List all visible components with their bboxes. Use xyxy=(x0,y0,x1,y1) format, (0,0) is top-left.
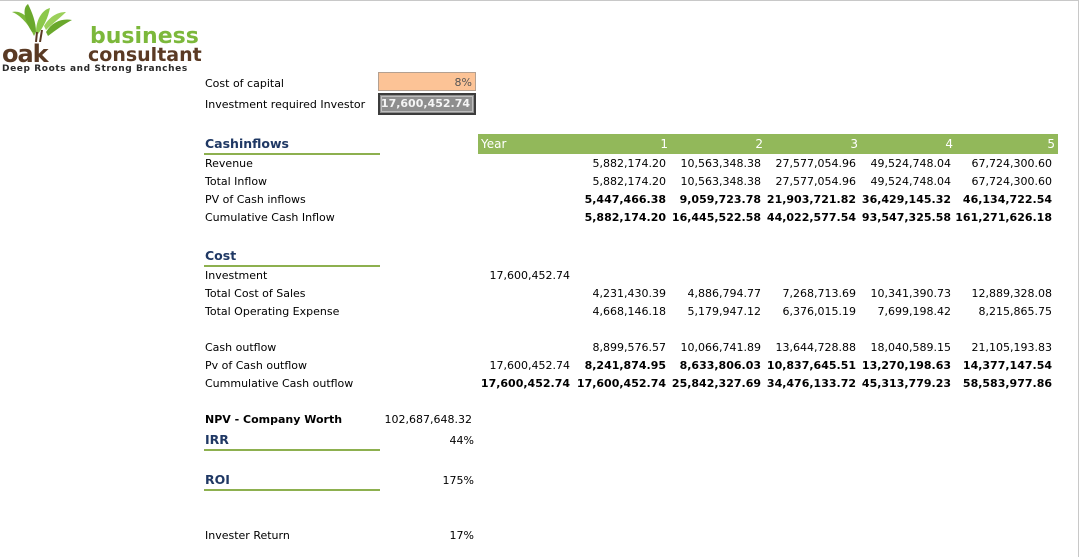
cell: 93,547,325.58 xyxy=(861,211,951,224)
cell: 12,889,328.08 xyxy=(971,287,1052,300)
investment-required-cell[interactable]: 17,600,452.74 xyxy=(378,93,476,115)
cell: 4,668,146.18 xyxy=(592,305,666,318)
investor-return-value: 17% xyxy=(449,529,474,542)
year-header-1: 1 xyxy=(660,137,668,151)
cell: 58,583,977.86 xyxy=(962,377,1052,390)
cell: 4,231,430.39 xyxy=(592,287,666,300)
roi-underline xyxy=(204,489,380,491)
row-label: Cummulative Cash outflow xyxy=(205,377,354,390)
cell: 44,022,577.54 xyxy=(766,211,856,224)
cost-of-capital-value: 8% xyxy=(454,76,472,89)
cell: 10,837,645.51 xyxy=(766,359,856,372)
cost-title: Cost xyxy=(205,248,237,263)
year-header-4: 4 xyxy=(945,137,953,151)
irr-title: IRR xyxy=(205,432,229,447)
row-label: Revenue xyxy=(205,157,253,170)
cell: 27,577,054.96 xyxy=(775,175,856,188)
cell: 7,268,713.69 xyxy=(782,287,856,300)
cell: 8,241,874.95 xyxy=(584,359,666,372)
npv-value: 102,687,648.32 xyxy=(384,413,472,426)
cell: 27,577,054.96 xyxy=(775,157,856,170)
investment-required-value: 17,600,452.74 xyxy=(380,97,470,110)
year-header-bar xyxy=(478,134,1058,154)
cost-of-capital-label: Cost of capital xyxy=(205,77,284,90)
cell: 10,563,348.38 xyxy=(680,175,761,188)
cell: 17,600,452.74 xyxy=(489,359,570,372)
roi-title: ROI xyxy=(205,472,230,487)
cell: 5,179,947.12 xyxy=(687,305,761,318)
cell: 17,600,452.74 xyxy=(576,377,666,390)
cell: 13,644,728.88 xyxy=(775,341,856,354)
cell: 9,059,723.78 xyxy=(679,193,761,206)
cell: 5,882,174.20 xyxy=(592,175,666,188)
cell: 46,134,722.54 xyxy=(962,193,1052,206)
cell: 67,724,300.60 xyxy=(971,157,1052,170)
row-label: Investment xyxy=(205,269,268,282)
row-label: Pv of Cash outflow xyxy=(205,359,308,372)
cell: 67,724,300.60 xyxy=(971,175,1052,188)
cell: 45,313,779.23 xyxy=(861,377,951,390)
cashinflows-underline xyxy=(204,153,380,155)
cell: 13,270,198.63 xyxy=(861,359,951,372)
cost-underline xyxy=(204,265,380,267)
cell: 5,882,174.20 xyxy=(592,157,666,170)
row-label: Cumulative Cash Inflow xyxy=(205,211,335,224)
cell: 36,429,145.32 xyxy=(861,193,951,206)
cell: 18,040,589.15 xyxy=(870,341,951,354)
cell: 16,445,522.58 xyxy=(671,211,761,224)
row-label: Cash outflow xyxy=(205,341,277,354)
cell: 4,886,794.77 xyxy=(687,287,761,300)
year-header-5: 5 xyxy=(1047,137,1055,151)
year-header-2: 2 xyxy=(755,137,763,151)
logo-oak-text: oak xyxy=(2,40,49,68)
cell: 8,899,576.57 xyxy=(592,341,666,354)
npv-label: NPV - Company Worth xyxy=(205,413,343,426)
cell: 21,903,721.82 xyxy=(766,193,856,206)
irr-value: 44% xyxy=(449,434,474,447)
year-header-label: Year xyxy=(481,137,507,151)
cost-of-capital-input[interactable]: 8% xyxy=(378,72,476,91)
logo-consultant-text: consultant xyxy=(88,44,202,66)
cell: 49,524,748.04 xyxy=(870,157,951,170)
row-label: Total Operating Expense xyxy=(205,305,340,318)
row-label: Total Cost of Sales xyxy=(205,287,306,300)
cell: 161,271,626.18 xyxy=(955,211,1052,224)
cell: 8,215,865.75 xyxy=(978,305,1052,318)
cell: 49,524,748.04 xyxy=(870,175,951,188)
cell: 17,600,452.74 xyxy=(480,377,570,390)
cell: 8,633,806.03 xyxy=(679,359,761,372)
logo-tagline: Deep Roots and Strong Branches xyxy=(2,64,188,74)
investment-required-label: Investment required Investor xyxy=(205,98,366,111)
cell: 14,377,147.54 xyxy=(962,359,1052,372)
cell: 5,447,466.38 xyxy=(584,193,666,206)
cell: 34,476,133.72 xyxy=(766,377,856,390)
logo-business-text: business xyxy=(90,24,199,49)
cell: 10,066,741.89 xyxy=(680,341,761,354)
cell: 21,105,193.83 xyxy=(971,341,1052,354)
cashinflows-title: Cashinflows xyxy=(205,136,289,151)
row-label: Total Inflow xyxy=(205,175,268,188)
cell: 5,882,174.20 xyxy=(584,211,666,224)
cell: 25,842,327.69 xyxy=(671,377,761,390)
roi-value: 175% xyxy=(442,474,474,487)
cell: 10,341,390.73 xyxy=(870,287,951,300)
cell: 10,563,348.38 xyxy=(680,157,761,170)
cell: 6,376,015.19 xyxy=(782,305,856,318)
row-label: PV of Cash inflows xyxy=(205,193,306,206)
irr-underline xyxy=(204,449,380,451)
cell: 7,699,198.42 xyxy=(877,305,951,318)
investor-return-label: Invester Return xyxy=(205,529,290,542)
year-header-3: 3 xyxy=(850,137,858,151)
oak-leaves-icon xyxy=(12,4,72,42)
cell: 17,600,452.74 xyxy=(489,269,570,282)
